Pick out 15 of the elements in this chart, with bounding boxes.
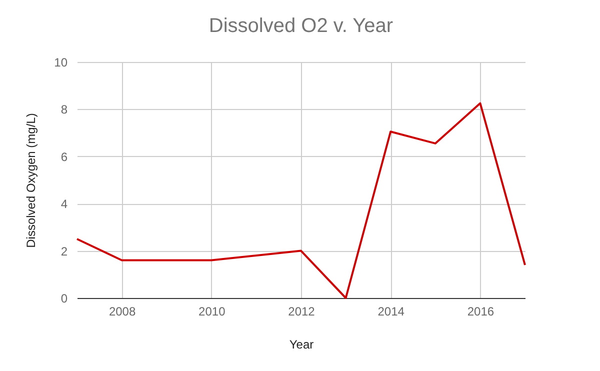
- x-tick-label: 2012: [288, 304, 316, 318]
- y-tick-label: 10: [54, 56, 68, 70]
- x-tick-label: 2008: [108, 304, 136, 318]
- line-series: [76, 102, 526, 299]
- y-tick-label: 4: [60, 197, 68, 212]
- y-tick-label: 2: [60, 244, 68, 258]
- x-tick-label: 2010: [198, 304, 226, 318]
- y-tick-label: 8: [60, 102, 68, 117]
- y-tick-label: 6: [60, 150, 68, 164]
- x-tick-label: 2016: [467, 304, 494, 318]
- y-axis-title: Dissolved Oxygen (mg/L): [24, 113, 38, 248]
- x-axis-title: Year: [289, 338, 314, 352]
- x-tick-label: 2014: [378, 304, 405, 318]
- chart-title: Dissolved O2 v. Year: [208, 15, 394, 37]
- y-tick-label: 0: [60, 292, 68, 306]
